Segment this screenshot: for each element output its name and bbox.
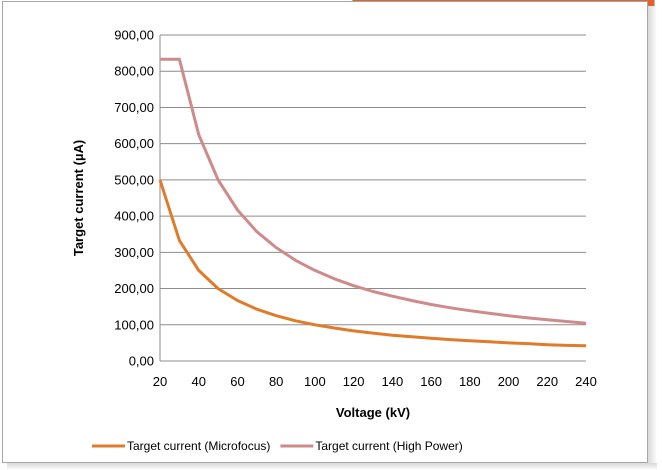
x-tick-label: 200 [498,374,520,389]
y-tick-label: 400,00 [114,209,154,224]
y-axis-title: Target current (µA) [71,140,86,256]
series-line-1 [158,179,587,348]
legend: Target current (Microfocus) Target curren… [92,439,463,453]
x-tick-label: 80 [269,374,283,389]
gridlines [160,34,586,326]
x-tick-label: 220 [536,374,558,389]
legend-label-1: Target current (Microfocus) [127,439,270,453]
x-tick-label: 180 [459,374,481,389]
series-lines [158,57,587,348]
y-tick-label: 200,00 [114,281,154,296]
frame-shadow-bottom [7,463,657,470]
legend-label-2: Target current (High Power) [315,439,462,453]
y-tick-label: 300,00 [114,245,154,260]
y-tick-label: 800,00 [114,64,154,79]
series-line-2 [160,57,587,325]
x-tick-label: 60 [230,374,244,389]
y-tick-labels: 0,00 100,00 200,00 300,00 400,00 500,00 600,00… [114,28,154,369]
x-tick-label: 20 [153,374,167,389]
y-tick-label: 700,00 [114,100,154,115]
x-tick-label: 240 [575,374,597,389]
x-tick-label: 100 [304,374,326,389]
axes [159,35,586,362]
x-tick-label: 140 [382,374,404,389]
x-tick-label: 160 [420,374,442,389]
y-tick-label: 100,00 [114,317,154,332]
y-tick-label: 500,00 [114,172,154,187]
y-tick-label: 900,00 [114,28,154,43]
x-tick-label: 40 [191,374,205,389]
y-tick-label: 600,00 [114,136,154,151]
frame-shadow-right [648,6,657,468]
x-axis-title: Voltage (kV) [336,405,410,420]
x-tick-labels: 20 40 60 80 100 120 140 160 180 200 220 240 [153,374,597,389]
x-tick-label: 120 [343,374,365,389]
y-tick-label: 0,00 [129,354,154,369]
chart-frame [2,1,648,463]
